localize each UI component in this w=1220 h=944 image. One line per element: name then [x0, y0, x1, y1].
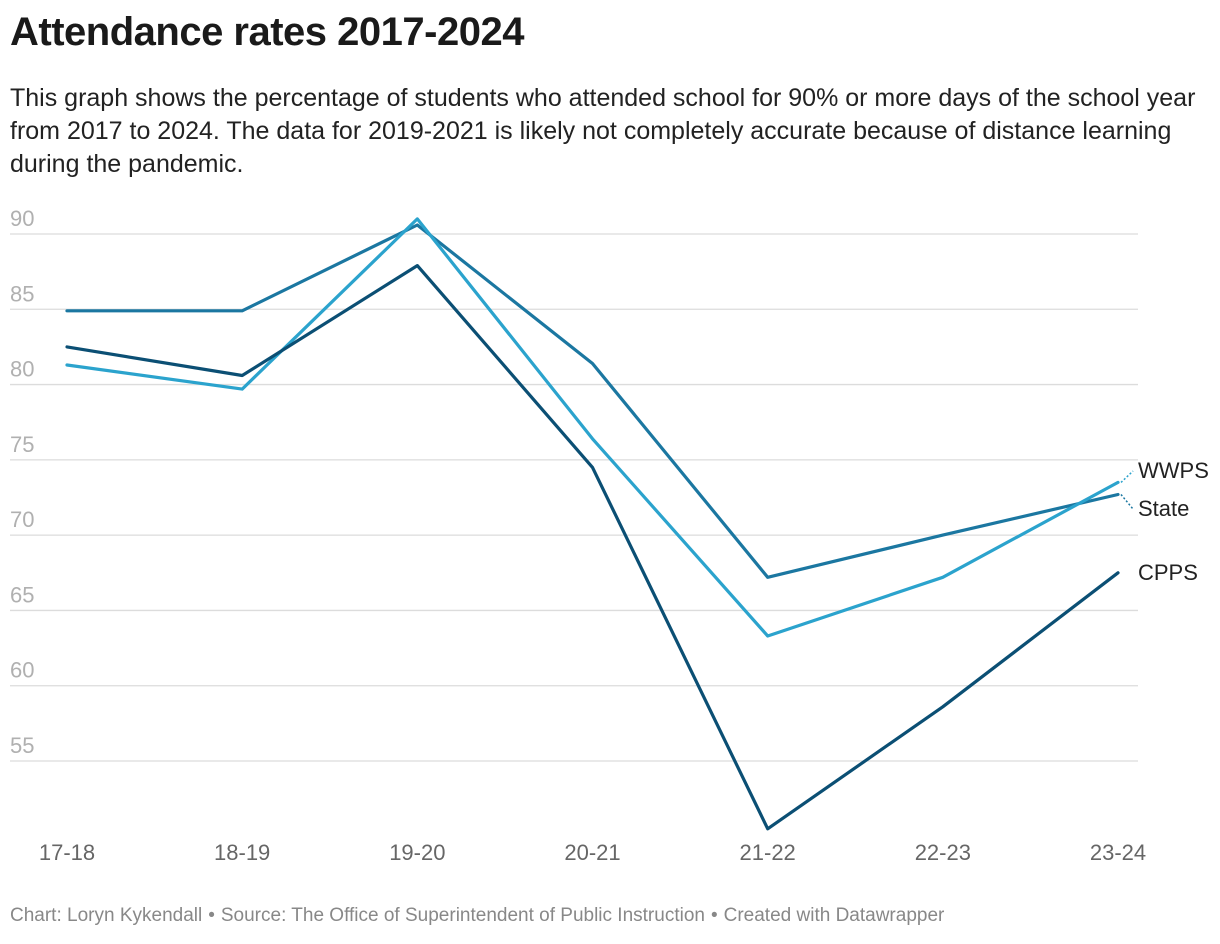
x-tick-label: 22-23 — [915, 840, 971, 865]
chart-footer: Chart: Loryn Kykendall • Source: The Offic… — [10, 905, 944, 927]
y-axis: 55 60 65 70 75 80 85 90 — [10, 206, 34, 758]
series-label-cpps: CPPS — [1138, 560, 1198, 585]
y-tick-label: 55 — [10, 733, 34, 758]
x-tick-label: 17-18 — [39, 840, 95, 865]
footer-separator: • — [710, 905, 718, 926]
x-tick-label: 19-20 — [389, 840, 445, 865]
series-lines — [65, 217, 1120, 831]
x-tick-label: 21-22 — [740, 840, 796, 865]
x-tick-label: 18-19 — [214, 840, 270, 865]
y-tick-label: 85 — [10, 281, 34, 306]
series-line-state — [65, 223, 1120, 579]
y-tick-label: 90 — [10, 206, 34, 231]
label-connector-wwps — [1120, 470, 1134, 483]
x-tick-label: 23-24 — [1090, 840, 1146, 865]
series-label-wwps: WWPS — [1138, 458, 1209, 483]
chart-subtitle: This graph shows the percentage of stude… — [10, 84, 1196, 178]
y-tick-label: 70 — [10, 507, 34, 532]
series-label-state: State — [1138, 496, 1189, 521]
series-line-wwps — [65, 217, 1120, 638]
chart-source: Source: The Office of Superintendent of … — [220, 905, 705, 926]
y-tick-label: 75 — [10, 432, 34, 457]
chart-credit: Chart: Loryn Kykendall — [10, 905, 203, 926]
y-tick-label: 65 — [10, 582, 34, 607]
y-tick-label: 60 — [10, 658, 34, 683]
x-axis: 17-18 18-19 19-20 20-21 21-22 22-23 23-24 — [39, 840, 1146, 865]
gridlines — [10, 233, 1138, 762]
y-tick-label: 80 — [10, 357, 34, 382]
series-labels: State WWPS CPPS — [1120, 458, 1209, 585]
series-line-cpps — [65, 264, 1120, 831]
created-with-link[interactable]: Created with Datawrapper — [723, 905, 945, 926]
chart-title: Attendance rates 2017-2024 — [10, 10, 524, 54]
x-tick-label: 20-21 — [564, 840, 620, 865]
footer-separator: • — [208, 905, 215, 926]
label-connector-state — [1120, 494, 1134, 510]
